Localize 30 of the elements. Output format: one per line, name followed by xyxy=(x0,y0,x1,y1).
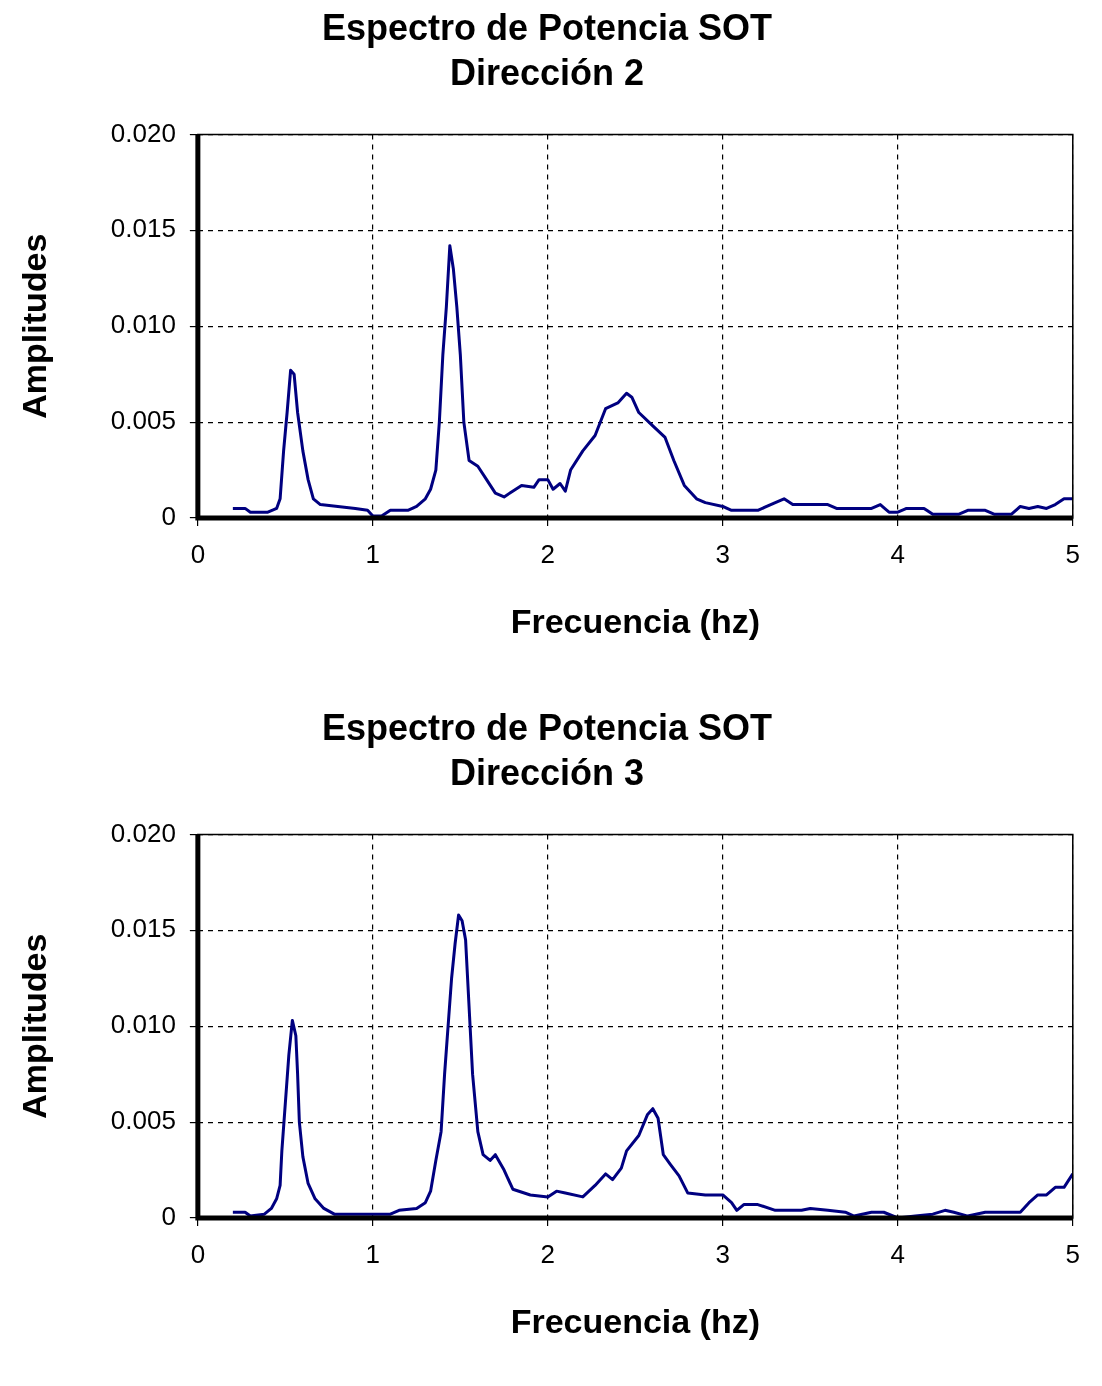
y-tick-label: 0.005 xyxy=(110,405,176,436)
y-tick-label: 0.010 xyxy=(110,1009,176,1040)
x-tick-label: 2 xyxy=(540,1238,556,1269)
y-axis-title: Amplitudes xyxy=(14,233,53,419)
x-axis-title: Frecuencia (hz) xyxy=(510,1301,761,1340)
x-tick-label: 0 xyxy=(190,1238,206,1269)
x-tick-label: 3 xyxy=(715,1238,731,1269)
x-tick-label: 5 xyxy=(1065,1238,1080,1269)
chart-title: Espectro de Potencia SOT xyxy=(321,6,773,48)
y-tick-label: 0.020 xyxy=(110,117,176,148)
x-tick-label: 4 xyxy=(890,1238,906,1269)
y-tick-label: 0.020 xyxy=(110,817,176,848)
x-tick-label: 1 xyxy=(365,538,381,569)
x-axis-title: Frecuencia (hz) xyxy=(510,601,761,640)
x-tick-label: 0 xyxy=(190,538,206,569)
chart-subtitle: Dirección 2 xyxy=(449,51,645,93)
chart-subtitle: Dirección 3 xyxy=(449,751,645,793)
x-tick-label: 2 xyxy=(540,538,556,569)
y-axis-title: Amplitudes xyxy=(14,933,53,1119)
y-tick-label: 0.010 xyxy=(110,309,176,340)
y-tick-label: 0 xyxy=(161,1201,176,1232)
x-tick-label: 3 xyxy=(715,538,731,569)
x-tick-label: 4 xyxy=(890,538,906,569)
y-tick-label: 0.015 xyxy=(110,913,176,944)
y-tick-label: 0 xyxy=(161,501,176,532)
x-tick-label: 5 xyxy=(1065,538,1080,569)
chart-title: Espectro de Potencia SOT xyxy=(321,706,773,748)
x-tick-label: 1 xyxy=(365,1238,381,1269)
y-tick-label: 0.015 xyxy=(110,213,176,244)
y-tick-label: 0.005 xyxy=(110,1105,176,1136)
